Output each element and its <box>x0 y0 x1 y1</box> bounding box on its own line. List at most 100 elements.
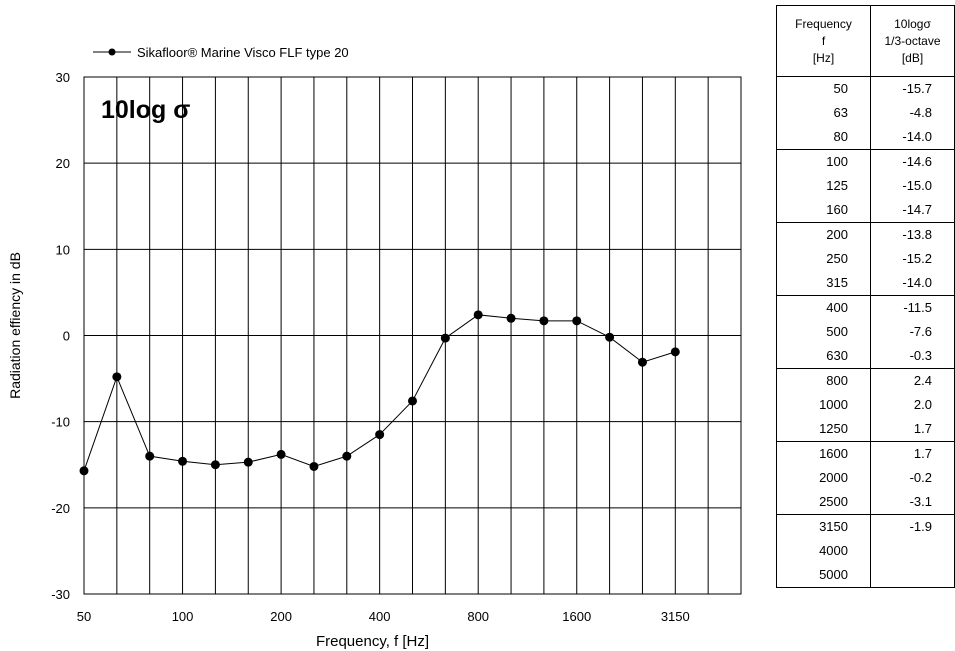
data-point <box>670 347 680 357</box>
table-cell-frequency: 1000 <box>776 393 871 417</box>
table-cell-value: -14.0 <box>870 125 955 150</box>
data-point <box>375 430 385 440</box>
plot-frame <box>83 76 742 595</box>
table-cell-frequency: 1600 <box>776 441 871 466</box>
x-tick-label: 100 <box>172 609 194 624</box>
table-cell-frequency: 2500 <box>776 490 871 515</box>
table-header-row: Frequency f [Hz] 10logσ 1/3-octave [dB] <box>776 5 955 77</box>
table-cell-frequency: 400 <box>776 295 871 320</box>
table-row: 63 -4.8 <box>776 101 955 125</box>
x-tick-label: 3150 <box>661 609 690 624</box>
header-value: 10logσ 1/3-octave [dB] <box>870 5 955 77</box>
data-point <box>637 357 647 367</box>
table-cell-value: -15.7 <box>870 76 955 101</box>
data-point <box>178 456 188 466</box>
data-point <box>145 451 155 461</box>
table-cell-frequency: 80 <box>776 125 871 150</box>
table-cell-frequency: 4000 <box>776 539 871 563</box>
data-point <box>342 451 352 461</box>
x-tick-label: 1600 <box>562 609 591 624</box>
table-cell-value: -11.5 <box>870 295 955 320</box>
table-cell-frequency: 800 <box>776 368 871 393</box>
table-cell-frequency: 5000 <box>776 563 871 588</box>
header-frequency-line2: f <box>821 33 826 48</box>
table-cell-value: -15.2 <box>870 247 955 271</box>
header-value-line3: [dB] <box>901 50 924 65</box>
table-row: 1000 2.0 <box>776 393 955 417</box>
legend: Sikafloor® Marine Visco FLF type 20 <box>93 45 349 60</box>
table-cell-frequency: 160 <box>776 198 871 223</box>
table-cell-frequency: 63 <box>776 101 871 125</box>
table-row: 5000 <box>776 563 955 588</box>
header-value-line2: 1/3-octave <box>884 33 941 48</box>
table-cell-frequency: 630 <box>776 344 871 369</box>
table-cell-frequency: 200 <box>776 222 871 247</box>
table-cell-frequency: 500 <box>776 320 871 344</box>
x-tick-label: 200 <box>270 609 292 624</box>
table-cell-frequency: 125 <box>776 174 871 198</box>
data-point <box>605 332 615 342</box>
y-tick-label: 10 <box>56 242 70 257</box>
table-cell-value: 1.7 <box>870 441 955 466</box>
table-row: 2000 -0.2 <box>776 466 955 490</box>
table-row: 80 -14.0 <box>776 125 955 150</box>
table-cell-value: -7.6 <box>870 320 955 344</box>
table-row: 100 -14.6 <box>776 149 955 174</box>
table-cell-value: -14.7 <box>870 198 955 223</box>
table-row: 125 -15.0 <box>776 174 955 198</box>
x-tick-label: 400 <box>369 609 391 624</box>
chart-title: 10log σ <box>101 96 190 124</box>
table-cell-value: 2.4 <box>870 368 955 393</box>
table-row: 50 -15.7 <box>776 76 955 101</box>
data-table: Frequency f [Hz] 10logσ 1/3-octave [dB] … <box>776 5 955 588</box>
y-tick-label: -30 <box>51 587 70 602</box>
table-cell-value: -4.8 <box>870 101 955 125</box>
legend-marker <box>108 48 116 56</box>
y-tick-label: 30 <box>56 70 70 85</box>
data-point <box>276 449 286 459</box>
table-cell-value: -3.1 <box>870 490 955 515</box>
table-row: 4000 <box>776 539 955 563</box>
table-cell-frequency: 250 <box>776 247 871 271</box>
table-cell-frequency: 2000 <box>776 466 871 490</box>
table-cell-frequency: 100 <box>776 149 871 174</box>
data-point <box>210 460 220 470</box>
table-cell-frequency: 315 <box>776 271 871 296</box>
table-cell-value: -13.8 <box>870 222 955 247</box>
table-row: 800 2.4 <box>776 368 955 393</box>
table-row: 250 -15.2 <box>776 247 955 271</box>
x-tick-label: 50 <box>77 609 91 624</box>
y-tick-label: 20 <box>56 156 70 171</box>
header-frequency-line1: Frequency <box>795 16 852 31</box>
table-row: 630 -0.3 <box>776 344 955 369</box>
header-frequency-line3: [Hz] <box>812 50 835 65</box>
table-row: 1600 1.7 <box>776 441 955 466</box>
table-row: 2500 -3.1 <box>776 490 955 515</box>
table-cell-value: -1.9 <box>870 514 955 539</box>
y-tick-label: -20 <box>51 501 70 516</box>
table-row: 160 -14.7 <box>776 198 955 223</box>
y-axis-label: Radiation effiency in dB <box>7 252 23 399</box>
data-point <box>309 461 319 471</box>
table-cell-value: -0.3 <box>870 344 955 369</box>
data-point <box>572 316 582 326</box>
table-row: 315 -14.0 <box>776 271 955 296</box>
y-tick-label: -10 <box>51 415 70 430</box>
header-value-line1: 10logσ <box>894 16 931 31</box>
y-tick-label: 0 <box>63 329 70 344</box>
table-cell-frequency: 3150 <box>776 514 871 539</box>
x-tick-label: 800 <box>467 609 489 624</box>
x-axis-label: Frequency, f [Hz] <box>316 633 429 650</box>
data-point <box>473 310 483 320</box>
data-point <box>506 313 516 323</box>
table-cell-value: -14.0 <box>870 271 955 296</box>
table-body: 50 -15.7 63 -4.8 80 -14.0 100 -14.6 125 -15.0 160-… <box>776 76 955 588</box>
grid-lines <box>83 76 742 595</box>
table-row: 500 -7.6 <box>776 320 955 344</box>
data-point <box>112 372 122 382</box>
data-point <box>243 457 253 467</box>
table-cell-frequency: 50 <box>776 76 871 101</box>
table-row: 200 -13.8 <box>776 222 955 247</box>
